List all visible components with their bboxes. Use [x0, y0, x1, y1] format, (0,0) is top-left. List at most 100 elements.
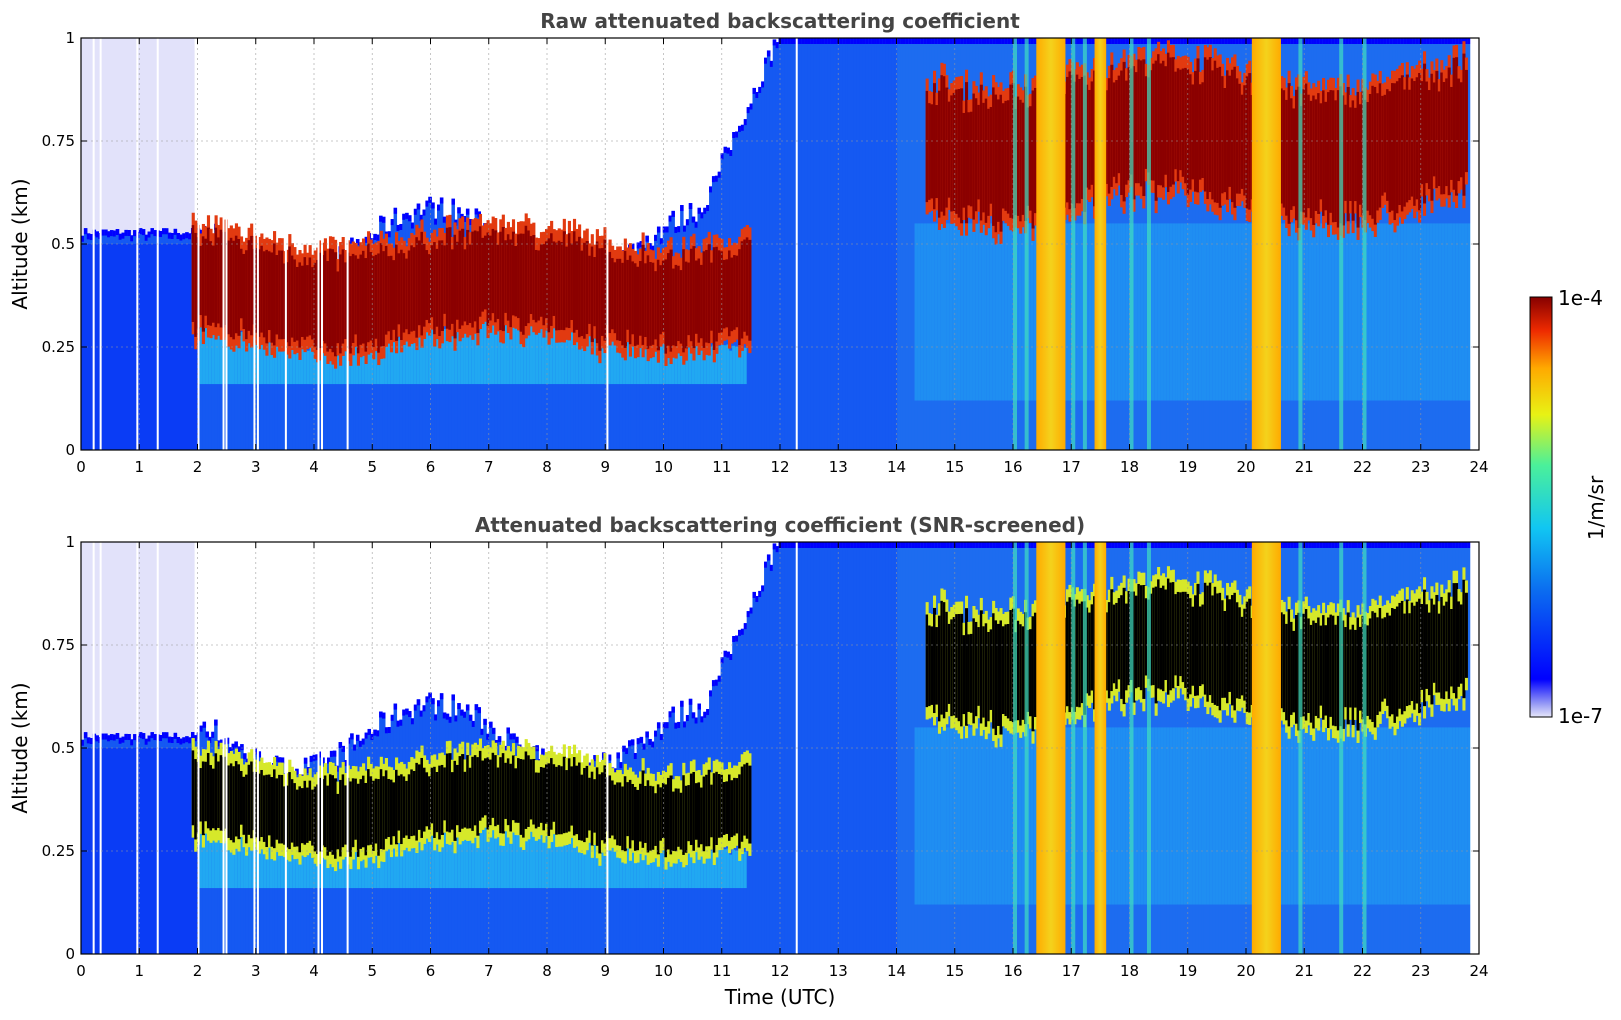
cloud-core — [940, 75, 944, 212]
aerosol-band — [978, 727, 982, 905]
column-top-edge — [373, 233, 377, 240]
column-top-edge — [711, 680, 716, 687]
aerosol-band — [1455, 223, 1460, 401]
cloud-core — [1203, 582, 1207, 695]
cloud-core — [1169, 57, 1173, 187]
cloud-core — [303, 257, 307, 340]
column-top-edge — [691, 712, 696, 719]
cloud-core — [1452, 583, 1456, 694]
column-top-edge — [1224, 38, 1228, 44]
column-top-edge — [714, 175, 719, 182]
cloud-core — [748, 765, 752, 844]
x-tick-label: 12 — [770, 962, 789, 980]
aerosol-band — [946, 727, 950, 905]
column-top-edge — [1073, 542, 1078, 548]
column-top-edge — [109, 230, 114, 237]
aerosol-band — [295, 344, 299, 385]
column-top-edge — [1163, 38, 1167, 44]
column-top-edge — [853, 542, 858, 548]
column-top-edge — [1357, 542, 1361, 548]
aerosol-band — [457, 324, 461, 385]
column-top-edge — [133, 230, 137, 237]
backscatter-column — [801, 38, 806, 450]
column-top-edge — [674, 722, 678, 729]
cloud-core — [1331, 615, 1335, 726]
aerosol-band — [387, 843, 392, 889]
cloud-core — [499, 757, 503, 834]
x-tick-label: 9 — [600, 962, 610, 980]
aerosol-band — [541, 819, 545, 889]
cloud-core — [1290, 621, 1294, 715]
cloud-core — [1243, 85, 1247, 196]
column-top-edge — [506, 727, 510, 734]
cloud-core — [339, 779, 343, 857]
aerosol-band — [324, 853, 328, 889]
aerosol-band — [555, 817, 560, 889]
cloud-core — [349, 256, 353, 354]
aerosol-band — [361, 340, 366, 385]
cloud-core — [659, 265, 663, 335]
cloud-core — [359, 779, 363, 849]
aerosol-band — [436, 829, 441, 889]
cloud-core — [1459, 604, 1464, 684]
aerosol-band — [619, 330, 623, 385]
aerosol-band — [1464, 727, 1468, 905]
column-top-edge — [1027, 542, 1031, 548]
aerosol-band — [1010, 223, 1014, 401]
column-top-edge — [405, 708, 409, 715]
cloud-core — [984, 623, 988, 727]
x-tick-label: 1 — [134, 458, 144, 476]
aerosol-band — [1313, 223, 1318, 401]
cloud-core — [298, 262, 302, 348]
column-top-edge — [173, 732, 178, 739]
cloud-core — [969, 111, 973, 207]
aerosol-band — [1230, 727, 1234, 905]
aerosol-band — [1452, 223, 1457, 401]
aerosol-band — [292, 847, 296, 889]
column-top-edge — [648, 243, 652, 250]
aerosol-band — [1215, 223, 1220, 401]
aerosol-band — [1117, 223, 1121, 401]
cloud-core — [1238, 607, 1242, 699]
cloud-core — [1329, 614, 1333, 717]
column-top-edge — [107, 735, 111, 742]
column-top-edge — [1067, 38, 1072, 44]
backscatter-column — [769, 564, 774, 954]
column-top-edge — [1296, 542, 1301, 548]
cloud-core — [237, 764, 241, 840]
column-top-edge — [1435, 542, 1440, 548]
aerosol-band — [263, 840, 267, 889]
column-top-edge — [946, 38, 950, 44]
column-top-edge — [379, 711, 383, 718]
column-top-edge — [416, 203, 421, 210]
aerosol-band — [648, 332, 652, 385]
rain-column — [1094, 542, 1107, 954]
aerosol-band — [1366, 727, 1370, 905]
aerosol-band — [654, 838, 658, 889]
cloud-core — [425, 772, 429, 827]
aerosol-band — [697, 852, 701, 889]
aerosol-band — [914, 223, 919, 401]
column-top-edge — [943, 542, 947, 548]
column-top-edge — [1203, 38, 1208, 44]
aerosol-band — [248, 339, 253, 385]
column-top-edge — [396, 224, 400, 231]
cloud-core — [1354, 629, 1358, 708]
aerosol-band — [422, 838, 427, 889]
aerosol-band — [1192, 727, 1196, 905]
cloud-core — [1009, 84, 1013, 218]
column-top-edge — [810, 38, 814, 44]
column-top-edge — [1285, 38, 1289, 44]
column-top-edge — [943, 38, 947, 44]
column-top-edge — [963, 38, 968, 44]
aerosol-band — [1374, 727, 1379, 905]
column-top-edge — [876, 38, 881, 44]
aerosol-band — [390, 840, 395, 889]
column-top-edge — [468, 714, 473, 721]
backscatter-column — [833, 542, 837, 954]
colorbar-min-label: 1e-7 — [1558, 704, 1603, 728]
cloud-core — [1425, 604, 1429, 689]
column-top-edge — [1357, 38, 1361, 44]
cloud-core — [603, 765, 607, 844]
cloud-core — [999, 620, 1003, 735]
